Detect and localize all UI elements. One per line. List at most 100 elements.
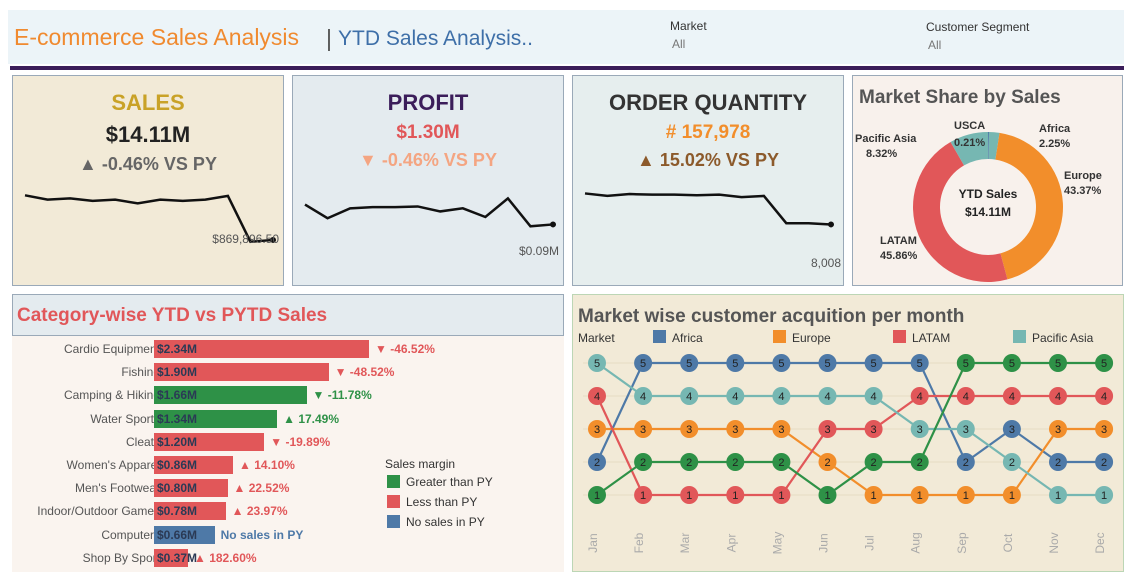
rank-marker[interactable] — [1095, 420, 1114, 438]
category-bar-value: $1.90M — [157, 365, 198, 380]
market-filter-dropdown[interactable]: All — [672, 37, 686, 51]
rank-marker[interactable] — [818, 453, 837, 471]
donut-slice-usca[interactable] — [988, 132, 989, 160]
donut-slice-europe[interactable] — [995, 132, 1063, 280]
category-bar[interactable] — [154, 363, 329, 382]
rank-marker[interactable] — [910, 486, 929, 504]
rank-marker[interactable] — [634, 486, 653, 504]
rank-marker[interactable] — [818, 387, 837, 405]
market-filter-label: Market — [670, 19, 707, 33]
rank-marker[interactable] — [1002, 486, 1021, 504]
rank-marker[interactable] — [1095, 486, 1114, 504]
rank-marker[interactable] — [680, 486, 699, 504]
rank-marker[interactable] — [910, 387, 929, 405]
rank-marker[interactable] — [588, 387, 606, 405]
slice-pct-latam: 45.86% — [880, 250, 918, 262]
rank-marker[interactable] — [1049, 486, 1067, 504]
rank-marker[interactable] — [1095, 354, 1114, 372]
rank-marker[interactable] — [818, 420, 837, 438]
donut-slice-africa[interactable] — [988, 132, 1000, 160]
rank-label: 1 — [871, 490, 877, 502]
rank-marker[interactable] — [772, 453, 791, 471]
rank-label: 3 — [1009, 424, 1015, 436]
kpi-delta-text: -0.46% VS PY — [381, 150, 497, 170]
category-bar[interactable] — [154, 479, 228, 498]
segment-filter-dropdown[interactable]: All — [928, 38, 942, 52]
rank-marker[interactable] — [864, 420, 883, 438]
rank-marker[interactable] — [1002, 354, 1021, 372]
rank-marker[interactable] — [1049, 453, 1067, 471]
acquisition-legend-title: Market — [578, 331, 615, 345]
rank-marker[interactable] — [864, 453, 883, 471]
rank-marker[interactable] — [864, 387, 883, 405]
market-share-title: Market Share by Sales — [859, 87, 1061, 108]
category-label: Water Sports — [90, 411, 160, 426]
rank-marker[interactable] — [1049, 387, 1067, 405]
rank-marker[interactable] — [680, 420, 699, 438]
legend-label-greater: Greater than PY — [406, 475, 493, 489]
category-bar[interactable] — [154, 456, 234, 474]
rank-marker[interactable] — [726, 453, 745, 471]
rank-marker[interactable] — [680, 453, 699, 471]
rank-marker[interactable] — [910, 354, 929, 372]
category-bar[interactable] — [154, 340, 369, 358]
category-bar[interactable] — [154, 502, 226, 521]
rank-marker[interactable] — [634, 354, 653, 372]
donut-slice-latam[interactable] — [913, 142, 1008, 282]
rank-label: 1 — [963, 490, 969, 502]
rank-marker[interactable] — [634, 387, 653, 405]
rank-marker[interactable] — [818, 486, 837, 504]
rank-marker[interactable] — [1049, 354, 1067, 372]
category-bar-value: $1.20M — [157, 434, 198, 449]
rank-marker[interactable] — [588, 486, 606, 504]
rank-marker[interactable] — [864, 354, 883, 372]
rank-marker[interactable] — [726, 387, 745, 405]
rank-marker[interactable] — [956, 486, 975, 504]
rank-marker[interactable] — [772, 486, 791, 504]
rank-marker[interactable] — [1095, 453, 1114, 471]
rank-marker[interactable] — [772, 387, 791, 405]
rank-marker[interactable] — [1002, 387, 1021, 405]
rank-marker[interactable] — [1002, 453, 1021, 471]
legend-label-latam: LATAM — [912, 331, 951, 345]
rank-marker[interactable] — [1002, 420, 1021, 438]
rank-marker[interactable] — [956, 354, 975, 372]
rank-label: 1 — [824, 490, 830, 502]
rank-marker[interactable] — [956, 420, 975, 438]
rank-marker[interactable] — [680, 387, 699, 405]
x-tick-label: Feb — [632, 532, 646, 553]
rank-marker[interactable] — [588, 354, 606, 372]
rank-marker[interactable] — [910, 453, 929, 471]
rank-marker[interactable] — [634, 420, 653, 438]
rank-label: 3 — [1101, 424, 1107, 436]
category-bar[interactable] — [154, 548, 188, 567]
rank-marker[interactable] — [772, 420, 791, 438]
category-bar[interactable] — [154, 432, 265, 451]
category-bar[interactable] — [154, 525, 215, 544]
rank-marker[interactable] — [1049, 420, 1067, 438]
x-tick-label: Mar — [678, 533, 692, 554]
category-bar[interactable] — [154, 409, 278, 428]
rank-marker[interactable] — [726, 420, 745, 438]
rank-marker[interactable] — [818, 354, 837, 372]
slice-pct-europe: 43.37% — [1064, 185, 1102, 197]
donut-slice-pacific-asia[interactable] — [950, 132, 988, 166]
rank-marker[interactable] — [726, 486, 745, 504]
rank-marker[interactable] — [1095, 387, 1114, 405]
x-tick-label: Nov — [1047, 532, 1061, 553]
rank-marker[interactable] — [956, 387, 975, 405]
rank-marker[interactable] — [910, 420, 929, 438]
rank-marker[interactable] — [864, 486, 883, 504]
rank-label: 5 — [778, 358, 784, 370]
rank-marker[interactable] — [588, 420, 606, 438]
rank-marker[interactable] — [588, 453, 606, 471]
rank-marker[interactable] — [956, 453, 975, 471]
rank-marker[interactable] — [634, 453, 653, 471]
x-tick-label: Jan — [586, 533, 600, 552]
rank-label: 2 — [871, 457, 877, 469]
rank-marker[interactable] — [680, 354, 699, 372]
rank-marker[interactable] — [726, 354, 745, 372]
rank-marker[interactable] — [772, 354, 791, 372]
category-bar[interactable] — [154, 386, 307, 405]
category-bar-value: $1.66M — [157, 388, 198, 403]
